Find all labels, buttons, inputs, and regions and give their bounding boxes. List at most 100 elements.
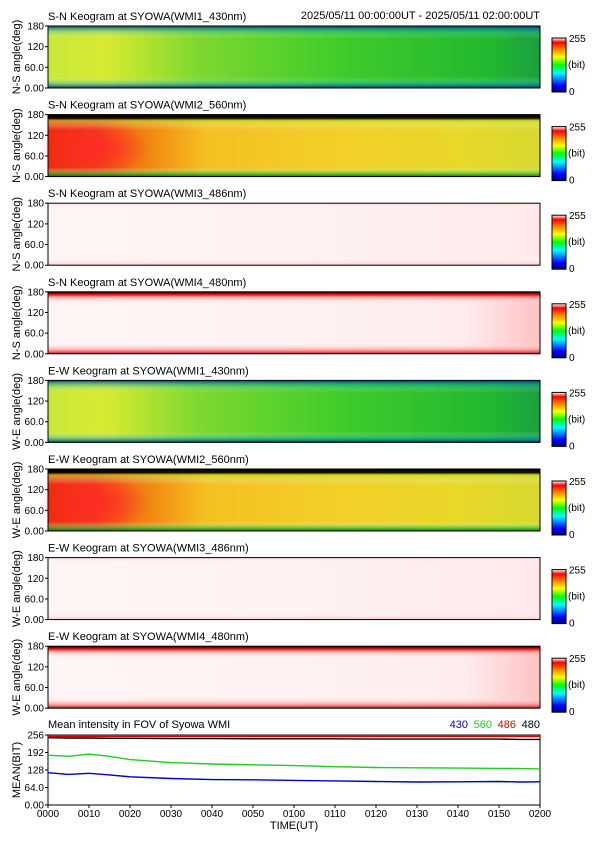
y-tick-label: 60.0	[25, 683, 45, 694]
colorbar-unit-label: (bit)	[568, 237, 585, 248]
colorbar-min-label: 0	[569, 264, 575, 275]
series-line-560	[47, 753, 541, 770]
chart-x-tick-label: 0200	[529, 809, 552, 820]
keogram-panels: S-N Keogram at SYOWA(WMI1_430nm) 0.00 60.0…	[11, 11, 586, 718]
panel-title: E-W Keogram at SYOWA(WMI1_430nm)	[48, 365, 249, 377]
series-line-480	[47, 737, 540, 741]
keogram-image-edge	[48, 291, 540, 354]
panel-title: E-W Keogram at SYOWA(WMI4_480nm)	[48, 631, 249, 643]
y-tick-label: 0.00	[25, 84, 45, 95]
colorbar-min-label: 0	[569, 176, 575, 187]
y-tick-label: 0.00	[25, 438, 45, 449]
y-tick-label: 120	[27, 485, 44, 496]
keogram-panel: S-N Keogram at SYOWA(WMI2_560nm) 0.00 60.0…	[11, 100, 586, 187]
chart-title: Mean intensity in FOV of Syowa WMI	[48, 719, 230, 731]
panel-title: S-N Keogram at SYOWA(WMI2_560nm)	[48, 100, 246, 112]
keogram-frame	[47, 25, 541, 89]
legend-430: 430	[450, 719, 468, 731]
y-tick-label: 0.00	[25, 172, 45, 183]
y-tick-label: 180	[27, 287, 44, 298]
y-axis-label: W-E angle(deg)	[11, 550, 23, 627]
y-tick-label: 180	[27, 465, 44, 476]
colorbar-unit-label: (bit)	[568, 414, 585, 425]
colorbar-min-label: 0	[569, 353, 575, 364]
colorbar-min-label: 0	[569, 619, 575, 630]
keogram-frame	[47, 379, 541, 443]
y-tick-label: 120	[27, 308, 44, 319]
y-tick-label: 180	[27, 553, 44, 564]
keogram-image-edge	[48, 380, 540, 443]
chart-x-tick-label: 0150	[488, 809, 511, 820]
colorbar	[551, 37, 567, 93]
colorbar	[551, 569, 567, 625]
colorbar-min-label: 0	[569, 441, 575, 452]
y-tick-label: 60.0	[25, 240, 45, 251]
colorbar-min-label: 0	[569, 87, 575, 98]
chart-x-tick-label: 0050	[242, 809, 265, 820]
y-axis-label: N-S angle(deg)	[11, 108, 23, 183]
legend-560: 560	[474, 719, 492, 731]
chart-y-tick-label: 0.00	[25, 801, 45, 812]
colorbar-min-label: 0	[569, 530, 575, 541]
keogram-image-edge	[48, 203, 540, 266]
panel-title: S-N Keogram at SYOWA(WMI1_430nm)	[48, 11, 246, 23]
keogram-panel: E-W Keogram at SYOWA(WMI1_430nm) 0.00 60.0…	[11, 365, 586, 452]
colorbar-unit-label: (bit)	[568, 149, 585, 160]
keogram-image-edge	[48, 26, 540, 88]
keogram-panel: E-W Keogram at SYOWA(WMI2_560nm) 0.00 60.0…	[11, 454, 586, 541]
chart-frame	[47, 734, 541, 806]
keogram-frame	[47, 468, 541, 532]
panel-title: S-N Keogram at SYOWA(WMI4_480nm)	[48, 277, 246, 289]
colorbar-max-label: 255	[569, 388, 586, 399]
series-line-430	[47, 772, 541, 783]
keogram-image-edge	[48, 557, 540, 620]
y-tick-label: 180	[27, 22, 44, 33]
colorbar-max-label: 255	[569, 123, 586, 134]
y-tick-label: 60.0	[25, 63, 45, 74]
keogram-panel: E-W Keogram at SYOWA(WMI3_486nm) 0.00 60.0…	[11, 543, 586, 630]
colorbar-unit-label: (bit)	[568, 680, 585, 691]
chart-y-tick-label: 64.0	[25, 783, 45, 794]
y-tick-label: 180	[27, 642, 44, 653]
chart-x-tick-label: 0030	[160, 809, 183, 820]
legend-486: 486	[498, 719, 516, 731]
colorbar-max-label: 255	[569, 654, 586, 665]
colorbar	[551, 303, 567, 359]
keogram-panel: E-W Keogram at SYOWA(WMI4_480nm) 0.00 60.0…	[11, 631, 586, 718]
keogram-panel: S-N Keogram at SYOWA(WMI1_430nm) 0.00 60.0…	[11, 11, 586, 98]
panel-title: E-W Keogram at SYOWA(WMI2_560nm)	[48, 454, 249, 466]
chart-y-tick-label: 128	[27, 766, 44, 777]
chart-x-tick-label: 0020	[119, 809, 142, 820]
y-axis-label: W-E angle(deg)	[11, 462, 23, 539]
colorbar-unit-label: (bit)	[568, 592, 585, 603]
time-range-header: 2025/05/11 00:00:00UT - 2025/05/11 02:00…	[301, 10, 540, 22]
y-tick-label: 180	[27, 199, 44, 210]
keogram-frame	[47, 557, 541, 621]
chart-x-tick-label: 0110	[324, 809, 346, 820]
keogram-frame	[47, 645, 541, 709]
colorbar	[551, 657, 567, 713]
y-tick-label: 0.00	[25, 704, 45, 715]
keogram-frame	[47, 114, 541, 178]
mean-intensity-chart: Mean intensity in FOV of Syowa WMI 480 486…	[11, 719, 552, 832]
y-axis-label: N-S angle(deg)	[11, 197, 23, 272]
chart-y-tick-label: 192	[27, 748, 44, 759]
y-tick-label: 0.00	[25, 261, 45, 272]
y-tick-label: 120	[27, 219, 44, 230]
y-tick-label: 60.0	[25, 417, 45, 428]
chart-y-tick-label: 256	[27, 731, 44, 742]
y-tick-label: 60.0	[25, 151, 45, 162]
y-axis-label: W-E angle(deg)	[11, 639, 23, 716]
y-tick-label: 0.00	[25, 349, 45, 360]
panel-title: S-N Keogram at SYOWA(WMI3_486nm)	[48, 188, 246, 200]
panel-title: E-W Keogram at SYOWA(WMI3_486nm)	[48, 543, 249, 555]
keogram-panel: S-N Keogram at SYOWA(WMI3_486nm) 0.00 60.0…	[11, 188, 586, 275]
y-tick-label: 120	[27, 42, 44, 53]
colorbar-unit-label: (bit)	[568, 60, 585, 71]
chart-x-tick-label: 0100	[283, 809, 306, 820]
chart-x-axis-label: TIME(UT)	[270, 820, 318, 832]
y-tick-label: 60.0	[25, 506, 45, 517]
y-tick-label: 180	[27, 110, 44, 121]
keogram-image-edge	[48, 469, 540, 531]
